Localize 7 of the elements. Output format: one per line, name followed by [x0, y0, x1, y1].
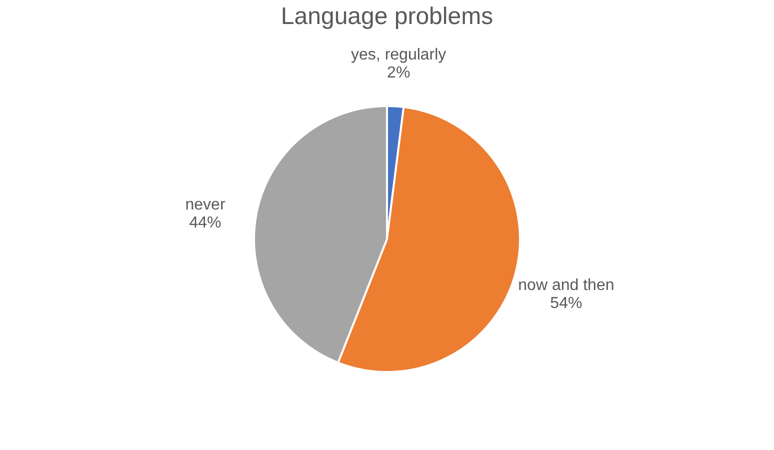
slice-label: now and then	[518, 277, 614, 294]
data-label: 2%	[387, 64, 410, 82]
slice-label: never	[185, 196, 226, 214]
data-label: 44%	[189, 214, 222, 232]
chart-title: Language problems	[280, 3, 494, 30]
data-label: 54%	[550, 295, 582, 312]
slice-label: yes, regularly	[351, 46, 446, 64]
